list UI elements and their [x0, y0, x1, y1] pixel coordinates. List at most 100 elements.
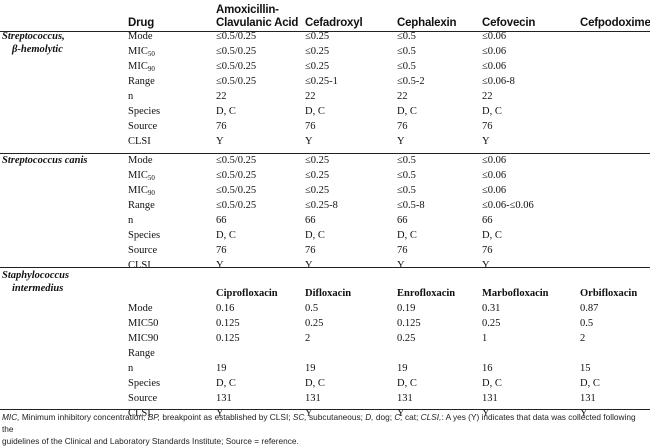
organism-name-line2: β-hemolytic: [12, 44, 63, 55]
footnote-abbr-mic: MIC,: [2, 412, 20, 422]
footnote-text: breakpoint as established by CLSI;: [160, 412, 293, 422]
row-label-subscript: 50: [147, 174, 155, 182]
row-label: Range: [128, 76, 155, 88]
row-label: Species: [128, 230, 160, 242]
table-cell: ≤0.5: [397, 46, 416, 57]
table-cell: 19: [397, 363, 408, 374]
table-cell: 22: [216, 91, 227, 102]
table-cell: ≤0.5: [397, 170, 416, 181]
row-label: Source: [128, 121, 157, 133]
table-cell: Y: [216, 260, 224, 271]
table-cell: 76: [305, 245, 316, 256]
row-label: Mode: [128, 303, 153, 315]
table-cell: D, C: [482, 230, 502, 241]
table-cell: 66: [216, 215, 227, 226]
table-cell: ≤0.5: [397, 155, 416, 166]
table-cell: Y: [482, 260, 490, 271]
table-cell: D, C: [216, 106, 236, 117]
table-cell: 66: [397, 215, 408, 226]
row-label: MIC50: [128, 318, 158, 330]
table-cell: 16: [482, 363, 493, 374]
table-cell: 0.87: [580, 303, 599, 314]
table-cell: ≤0.5/0.25: [216, 46, 257, 57]
footnote-text: subcutaneous;: [306, 412, 366, 422]
organism-name: Streptococcus,: [2, 31, 65, 42]
row-label: n: [128, 91, 133, 103]
footnote-text: guidelines of the Clinical and Laborator…: [2, 436, 299, 446]
drug-header-orbifloxacin: Orbifloxacin: [580, 288, 638, 299]
table-cell: Y: [305, 260, 313, 271]
col-header-amoxicillin-line2: Clavulanic Acid: [216, 17, 299, 29]
table-cell: 76: [397, 121, 408, 132]
row-label-subscript: 50: [147, 50, 155, 58]
table-cell: ≤0.5/0.25: [216, 155, 257, 166]
table-cell: ≤0.06: [482, 155, 507, 166]
table-cell: 22: [305, 91, 316, 102]
table-cell: Y: [397, 260, 405, 271]
table-cell: 15: [580, 363, 591, 374]
table-cell: 76: [482, 121, 493, 132]
table-cell: 0.31: [482, 303, 501, 314]
table-cell: ≤0.5/0.25: [216, 170, 257, 181]
table-cell: 0.19: [397, 303, 416, 314]
table-cell: 76: [397, 245, 408, 256]
section-rule: [0, 267, 650, 268]
row-label-text: MIC90: [128, 333, 159, 344]
table-cell: D, C: [397, 230, 417, 241]
table-cell: ≤0.06-8: [482, 76, 515, 87]
table-cell: 19: [305, 363, 316, 374]
row-label-text: Mode: [128, 303, 153, 314]
table-cell: 131: [305, 393, 321, 404]
table-cell: Y: [580, 408, 588, 419]
row-label-text: Species: [128, 230, 161, 241]
table-cell: 1: [482, 333, 488, 344]
col-header-cephalexin: Cephalexin: [397, 17, 457, 29]
row-label: Source: [128, 245, 157, 257]
row-label: MIC50: [128, 170, 155, 182]
table-cell: 76: [216, 121, 227, 132]
table-cell: ≤0.5: [397, 61, 416, 72]
table-cell: Y: [482, 408, 490, 419]
table-cell: ≤0.06: [482, 31, 507, 42]
table-cell: ≤0.06: [482, 185, 507, 196]
table-cell: 0.16: [216, 303, 235, 314]
section-rule: [0, 153, 650, 154]
footnote-abbr-sc: SC,: [292, 412, 307, 422]
table-cell: 0.125: [216, 318, 240, 329]
table-cell: ≤0.5: [397, 185, 416, 196]
row-label: Species: [128, 378, 160, 390]
table-cell: D, C: [397, 106, 417, 117]
table-cell: Y: [482, 136, 490, 147]
table-cell: ≤0.25: [305, 185, 330, 196]
table-cell: Y: [216, 136, 224, 147]
organism-name: Streptococcus canis: [2, 155, 88, 166]
table-cell: 66: [305, 215, 316, 226]
row-label-text: MIC: [128, 185, 148, 196]
row-label-text: CLSI: [128, 136, 151, 147]
drug-header-marbofloxacin: Marbofloxacin: [482, 288, 549, 299]
row-label: n: [128, 215, 133, 227]
table-cell: 0.125: [216, 333, 240, 344]
table-cell: 0.125: [397, 318, 421, 329]
footnote-text: Minimum inhibitory concentration;: [19, 412, 148, 422]
row-label: Source: [128, 393, 157, 405]
table-cell: ≤0.06: [482, 61, 507, 72]
row-label-text: Mode: [128, 31, 153, 42]
row-label-text: CLSI: [128, 408, 151, 419]
row-label-text: Species: [128, 106, 161, 117]
table-cell: ≤0.5/0.25: [216, 200, 257, 211]
table-cell: 2: [580, 333, 586, 344]
table-cell: D, C: [216, 230, 236, 241]
table-cell: D, C: [305, 106, 325, 117]
footnote-abbr-bp: BP,: [147, 412, 161, 422]
table-cell: 131: [216, 393, 232, 404]
row-label: CLSI: [128, 408, 151, 420]
table-cell: ≤0.25: [305, 155, 330, 166]
table-cell: D, C: [305, 378, 325, 389]
row-label: Species: [128, 106, 160, 118]
footnote-text: : A yes (Y) indicates that data was coll…: [2, 412, 636, 434]
row-label-text: n: [128, 215, 134, 226]
table-cell: D, C: [397, 378, 417, 389]
table-cell: ≤0.25: [305, 46, 330, 57]
table-cell: 76: [305, 121, 316, 132]
